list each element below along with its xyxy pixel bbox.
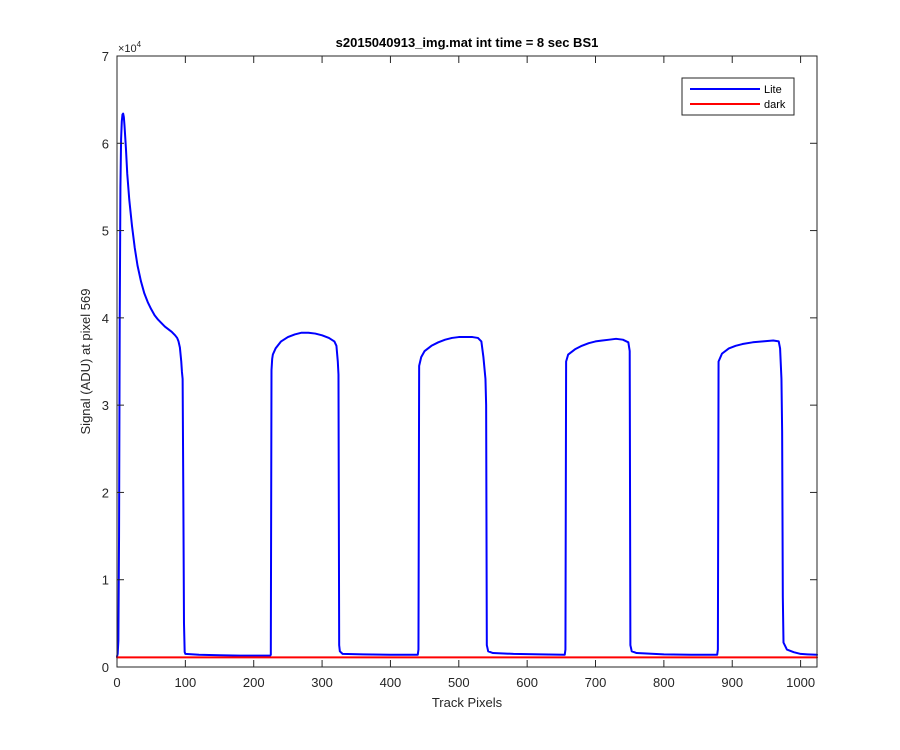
- x-tick-label: 200: [243, 675, 265, 690]
- x-tick-label: 700: [585, 675, 607, 690]
- y-tick-label: 6: [102, 136, 109, 151]
- x-tick-label: 300: [311, 675, 333, 690]
- x-tick-label: 600: [516, 675, 538, 690]
- plot-area: [117, 56, 817, 667]
- series-layer: [116, 112, 818, 659]
- x-tick-label: 0: [113, 675, 120, 690]
- y-exponent-base: ×10: [118, 43, 137, 55]
- y-axis-exponent: ×104: [118, 40, 142, 55]
- axes-box: [116, 55, 818, 668]
- y-tick-label: 5: [102, 224, 109, 239]
- x-tick-label: 400: [380, 675, 402, 690]
- legend-box: [681, 77, 795, 116]
- x-tick-label: 100: [175, 675, 197, 690]
- legend: Lite dark: [681, 77, 795, 116]
- x-tick-label: 800: [653, 675, 675, 690]
- y-tick-label: 4: [102, 311, 109, 326]
- legend-label-dark: dark: [764, 99, 786, 111]
- y-tick-label: 2: [102, 485, 109, 500]
- ticks-layer: 0 100 200 300 400 500 600 700 800 900 1000 0 1 2 3 4 5 6 7: [102, 49, 817, 690]
- x-axis-label: Track Pixels: [432, 695, 503, 710]
- plot-background: [117, 56, 817, 667]
- y-tick-label: 0: [102, 660, 109, 675]
- y-tick-label: 1: [102, 573, 109, 588]
- legend-label-lite: Lite: [764, 84, 782, 96]
- x-tick-label: 1000: [786, 675, 815, 690]
- series-line-lite: [116, 112, 818, 658]
- y-axis-label: Signal (ADU) at pixel 569: [78, 289, 93, 435]
- axes-layer: [116, 55, 818, 668]
- y-exponent-power: 4: [137, 40, 142, 49]
- x-tick-label: 900: [721, 675, 743, 690]
- y-tick-label: 7: [102, 49, 109, 64]
- x-tick-label: 500: [448, 675, 470, 690]
- y-tick-label: 3: [102, 398, 109, 413]
- chart-title: s2015040913_img.mat int time = 8 sec BS1: [336, 35, 599, 50]
